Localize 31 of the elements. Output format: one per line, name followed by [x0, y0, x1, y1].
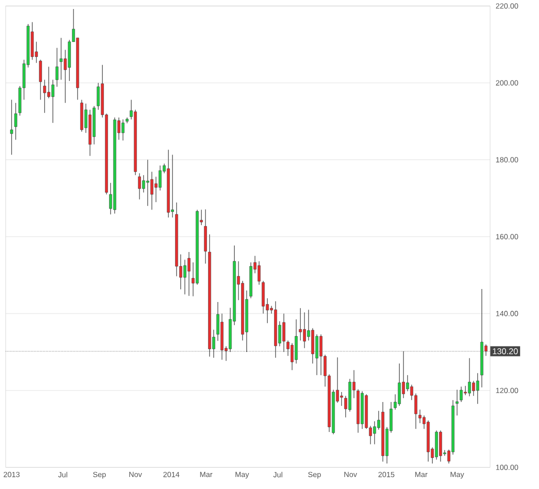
candlestick	[439, 430, 442, 462]
candlestick	[10, 99, 14, 155]
candlestick	[138, 172, 141, 200]
candlestick	[14, 102, 18, 140]
candlestick	[262, 280, 265, 314]
candlestick	[315, 334, 318, 376]
candlestick	[472, 380, 476, 396]
candlestick	[146, 159, 150, 206]
ref-line-label: 130.20	[492, 348, 518, 354]
candlestick	[51, 79, 54, 124]
candlestick	[298, 308, 302, 341]
candlestick	[142, 174, 146, 193]
candlestick	[311, 328, 314, 364]
candlestick	[47, 66, 50, 98]
candlestick	[456, 389, 459, 416]
candlestick	[258, 260, 261, 285]
candlestick	[56, 47, 58, 87]
candlestick	[39, 59, 42, 100]
candlestick	[60, 37, 63, 80]
candlestick	[476, 372, 480, 404]
candlestick	[373, 420, 376, 444]
candlestick	[158, 165, 162, 191]
candlestick	[398, 363, 401, 406]
candlestick	[150, 171, 154, 210]
candlestick	[183, 259, 186, 294]
candlestick	[43, 79, 46, 114]
candlestick	[418, 409, 422, 424]
candlestick	[340, 392, 344, 406]
candlestick	[294, 318, 298, 364]
candlestick	[282, 313, 286, 352]
candlestick	[460, 386, 463, 402]
